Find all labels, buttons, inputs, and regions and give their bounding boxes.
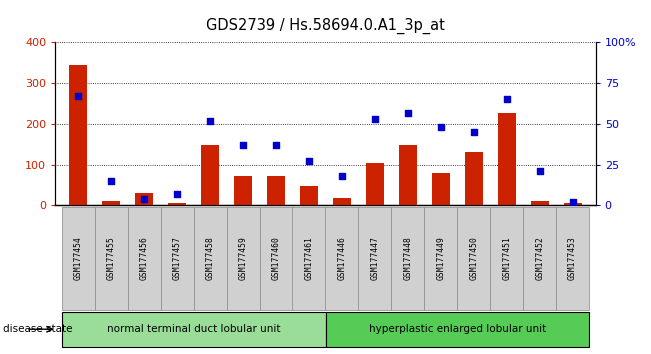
Bar [432, 173, 450, 205]
Point [172, 191, 182, 197]
Text: GSM177452: GSM177452 [535, 236, 544, 280]
Text: GSM177459: GSM177459 [239, 236, 247, 280]
Text: GSM177454: GSM177454 [74, 236, 83, 280]
Text: GSM177450: GSM177450 [469, 236, 478, 280]
Point [139, 196, 150, 202]
Text: normal terminal duct lobular unit: normal terminal duct lobular unit [107, 324, 281, 334]
Point [271, 142, 281, 148]
Bar [201, 145, 219, 205]
Bar [102, 201, 120, 205]
Point [73, 93, 83, 99]
Text: GSM177453: GSM177453 [568, 236, 577, 280]
Point [337, 173, 347, 179]
Point [238, 142, 248, 148]
Text: GDS2739 / Hs.58694.0.A1_3p_at: GDS2739 / Hs.58694.0.A1_3p_at [206, 18, 445, 34]
Text: GSM177460: GSM177460 [271, 236, 281, 280]
Point [205, 118, 215, 124]
Bar [300, 186, 318, 205]
Point [403, 110, 413, 115]
Bar [465, 152, 483, 205]
Bar [234, 176, 252, 205]
Text: GSM177449: GSM177449 [436, 236, 445, 280]
Point [469, 129, 479, 135]
Bar [135, 193, 154, 205]
Bar [168, 203, 186, 205]
Text: GSM177458: GSM177458 [206, 236, 215, 280]
Bar [497, 113, 516, 205]
Bar [531, 201, 549, 205]
Bar [267, 176, 285, 205]
Point [106, 178, 117, 184]
Bar [399, 145, 417, 205]
Text: GSM177455: GSM177455 [107, 236, 116, 280]
Bar [564, 203, 581, 205]
Text: GSM177461: GSM177461 [305, 236, 314, 280]
Text: GSM177446: GSM177446 [337, 236, 346, 280]
Point [370, 116, 380, 122]
Text: GSM177456: GSM177456 [140, 236, 149, 280]
Point [501, 97, 512, 102]
Bar [333, 198, 351, 205]
Text: disease state: disease state [3, 324, 73, 334]
Text: GSM177457: GSM177457 [173, 236, 182, 280]
Text: GSM177448: GSM177448 [404, 236, 412, 280]
Bar [366, 164, 384, 205]
Point [534, 168, 545, 174]
Point [304, 159, 314, 164]
Text: GSM177447: GSM177447 [370, 236, 380, 280]
Point [568, 199, 578, 205]
Text: hyperplastic enlarged lobular unit: hyperplastic enlarged lobular unit [368, 324, 546, 334]
Point [436, 124, 446, 130]
Bar [70, 65, 87, 205]
Text: GSM177451: GSM177451 [502, 236, 511, 280]
